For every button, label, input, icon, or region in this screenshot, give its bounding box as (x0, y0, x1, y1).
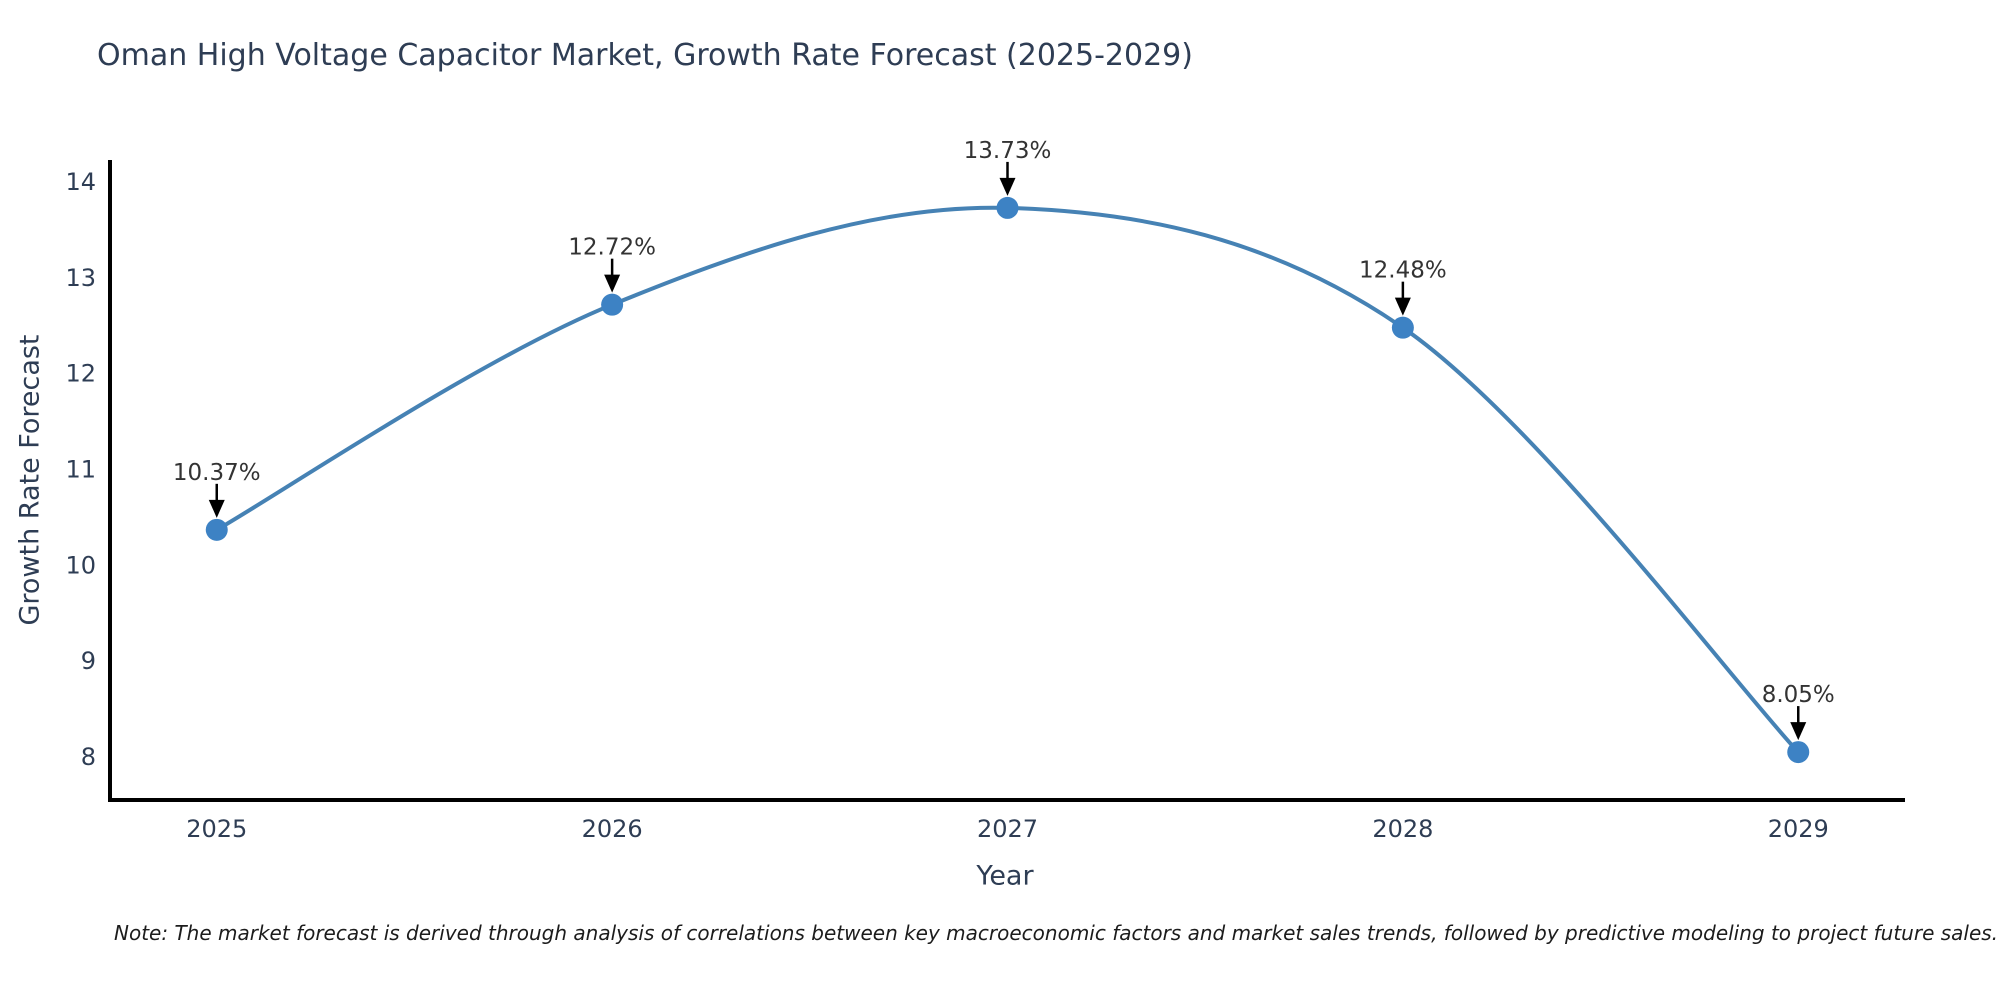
y-tick-label: 12 (65, 360, 96, 388)
annotation-label: 13.73% (964, 138, 1052, 164)
y-tick-label: 10 (65, 551, 96, 579)
x-tick-label: 2025 (186, 815, 247, 843)
forecast-line (214, 205, 1801, 755)
x-tick-label: 2027 (977, 815, 1038, 843)
annotation-arrow-head (999, 177, 1016, 196)
x-tick-label: 2026 (582, 815, 643, 843)
annotation-label: 8.05% (1762, 682, 1835, 708)
annotation-arrow-head (1394, 297, 1411, 316)
data-point-marker (1787, 741, 1810, 764)
y-tick-label: 8 (81, 743, 96, 771)
y-tick-label: 9 (81, 647, 96, 675)
annotation-label: 12.72% (568, 235, 656, 261)
data-point-marker (996, 196, 1019, 219)
y-tick-label: 13 (65, 264, 96, 292)
axis-spines (108, 160, 1905, 802)
annotation-label: 10.37% (173, 460, 261, 486)
y-tick-label: 11 (65, 455, 96, 483)
annotation-arrow-head (208, 499, 225, 518)
data-point-marker (1391, 316, 1414, 339)
x-axis-title: Year (976, 860, 1034, 892)
y-axis-title: Growth Rate Forecast (14, 334, 46, 626)
data-point-marker (205, 518, 228, 541)
annotation-arrow-head (1790, 722, 1807, 741)
annotation-arrow-head (604, 274, 621, 293)
chart-title: Oman High Voltage Capacitor Market, Grow… (97, 38, 1193, 73)
data-point-marker (601, 293, 624, 316)
x-tick-label: 2029 (1768, 815, 1829, 843)
chart-footnote: Note: The market forecast is derived thr… (114, 921, 1999, 945)
annotation-label: 12.48% (1359, 258, 1447, 284)
x-tick-label: 2028 (1372, 815, 1433, 843)
y-tick-label: 14 (65, 168, 96, 196)
